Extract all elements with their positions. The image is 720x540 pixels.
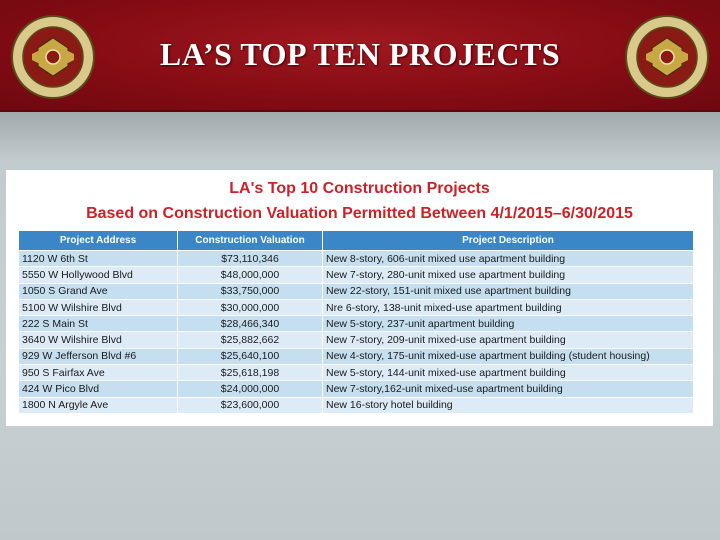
column-header-address: Project Address [18, 230, 178, 251]
table-row: 1120 W 6th St $73,110,346 New 8-story, 6… [18, 249, 694, 268]
project-valuation: $24,000,000 [177, 380, 323, 398]
slide-title: LA’S TOP TEN PROJECTS [159, 36, 561, 72]
project-valuation: $25,618,198 [177, 364, 323, 382]
lafd-seal-icon [625, 15, 709, 99]
project-address: 929 W Jefferson Blvd #6 [18, 347, 178, 366]
project-address: 1050 S Grand Ave [18, 282, 178, 300]
panel-subtitle: Based on Construction Valuation Permitte… [86, 205, 633, 222]
project-description: Nre 6-story, 138-unit mixed-use apartmen… [322, 298, 694, 317]
project-address: 3640 W Wilshire Blvd [18, 331, 178, 349]
table-row: 424 W Pico Blvd $24,000,000 New 7-story,… [18, 380, 694, 398]
project-address: 950 S Fairfax Ave [18, 364, 178, 382]
table-row: 3640 W Wilshire Blvd $25,882,662 New 7-s… [18, 331, 694, 349]
panel-title: LA's Top 10 Construction Projects [229, 180, 490, 197]
project-valuation: $48,000,000 [177, 266, 323, 284]
table-row: 1050 S Grand Ave $33,750,000 New 22-stor… [18, 282, 694, 300]
slide-header: LA’S TOP TEN PROJECTS [0, 0, 720, 112]
project-description: New 5-story, 237-unit apartment building [322, 315, 694, 333]
table-header-row: Project Address Construction Valuation P… [18, 230, 694, 251]
project-address: 1120 W 6th St [18, 249, 178, 268]
table-row: 5550 W Hollywood Blvd $48,000,000 New 7-… [18, 266, 694, 284]
project-address: 1800 N Argyle Ave [18, 396, 178, 414]
project-valuation: $73,110,346 [177, 249, 323, 268]
project-description: New 7-story, 280-unit mixed use apartmen… [322, 266, 694, 284]
table-row: 222 S Main St $28,466,340 New 5-story, 2… [18, 315, 694, 333]
table-row: 950 S Fairfax Ave $25,618,198 New 5-stor… [18, 364, 694, 382]
table-row: 929 W Jefferson Blvd #6 $25,640,100 New … [18, 347, 694, 366]
project-valuation: $33,750,000 [177, 282, 323, 300]
project-address: 424 W Pico Blvd [18, 380, 178, 398]
project-valuation: $25,882,662 [177, 331, 323, 349]
project-description: New 5-story, 144-unit mixed-use apartmen… [322, 364, 694, 382]
lafd-seal-icon [11, 15, 95, 99]
project-description: New 22-story, 151-unit mixed use apartme… [322, 282, 694, 300]
project-description: New 7-story,162-unit mixed-use apartment… [322, 380, 694, 398]
project-address: 5550 W Hollywood Blvd [18, 266, 178, 284]
project-address: 222 S Main St [18, 315, 178, 333]
project-valuation: $30,000,000 [177, 298, 323, 317]
projects-table: Project Address Construction Valuation P… [18, 230, 694, 414]
project-description: New 8-story, 606-unit mixed use apartmen… [322, 249, 694, 268]
project-valuation: $25,640,100 [177, 347, 323, 366]
table-row: 1800 N Argyle Ave $23,600,000 New 16-sto… [18, 396, 694, 414]
column-header-valuation: Construction Valuation [177, 230, 323, 251]
project-description: New 7-story, 209-unit mixed-use apartmen… [322, 331, 694, 349]
project-address: 5100 W Wilshire Blvd [18, 298, 178, 317]
column-header-description: Project Description [322, 230, 694, 251]
project-valuation: $23,600,000 [177, 396, 323, 414]
table-row: 5100 W Wilshire Blvd $30,000,000 Nre 6-s… [18, 298, 694, 317]
project-description: New 16-story hotel building [322, 396, 694, 414]
project-valuation: $28,466,340 [177, 315, 323, 333]
projects-panel: LA's Top 10 Construction Projects Based … [6, 170, 713, 426]
project-description: New 4-story, 175-unit mixed-use apartmen… [322, 347, 694, 366]
